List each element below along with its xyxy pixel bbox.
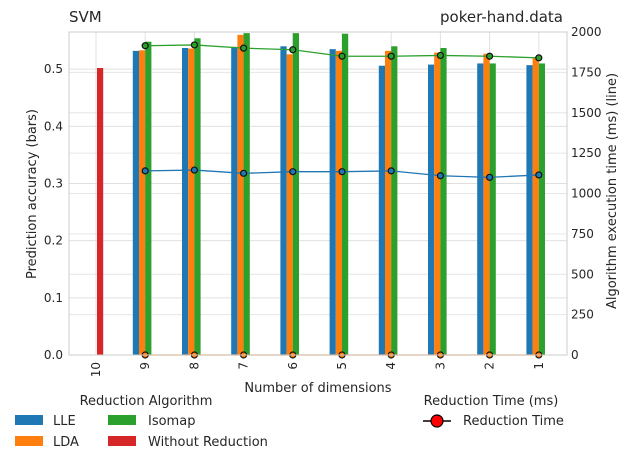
bar-lle xyxy=(280,46,287,356)
legend-label-reduction-time: Reduction Time xyxy=(463,414,564,429)
line-marker xyxy=(289,168,297,176)
bar-lle xyxy=(329,49,336,355)
bars-group xyxy=(97,33,545,356)
line-marker xyxy=(141,42,149,50)
x-tick-label: 1 xyxy=(532,362,546,370)
line-marker xyxy=(387,52,395,60)
legend-label-lle: LLE xyxy=(53,414,76,429)
x-tick-label: 9 xyxy=(138,362,152,370)
bar-lle xyxy=(132,50,139,356)
line-marker xyxy=(387,167,395,175)
bar-isomap xyxy=(538,63,545,356)
legend-label-lda: LDA xyxy=(53,435,79,450)
y-tick-label: 0.4 xyxy=(44,119,63,133)
axes-ticks: 0.0 0.1 0.2 0.3 0.4 0.5 0 250 500 750 1000 1250 1500… xyxy=(44,25,602,377)
x-tick-label: 3 xyxy=(433,362,447,370)
y2-tick-label: 250 xyxy=(571,308,594,322)
bar-lda xyxy=(188,48,195,355)
x-tick-label: 5 xyxy=(335,362,349,370)
bar-lda xyxy=(434,52,441,355)
bar-lle xyxy=(378,65,385,356)
bar-lda xyxy=(286,54,293,356)
line-marker xyxy=(190,41,198,49)
legend-right: Reduction Time (ms) Reduction Time xyxy=(423,394,564,429)
bar-lda xyxy=(385,50,392,356)
bar-isomap xyxy=(342,33,349,355)
bar-lle xyxy=(428,64,435,355)
x-axis-label: Number of dimensions xyxy=(244,381,391,396)
chart-title-right: poker-hand.data xyxy=(440,8,563,26)
bar-lda xyxy=(532,57,539,356)
bar-isomap xyxy=(194,38,201,356)
y-tick-label: 0.0 xyxy=(44,348,63,362)
legend-swatch-without-reduction xyxy=(108,436,136,446)
x-tick-label: 8 xyxy=(187,362,201,370)
line-marker xyxy=(141,167,149,175)
plot-frame xyxy=(68,31,568,356)
bar-isomap xyxy=(440,48,447,355)
y2-tick-label: 500 xyxy=(571,267,594,281)
y2-tick-label: 1500 xyxy=(571,106,602,120)
x-tick-label: 10 xyxy=(89,362,103,377)
y2-tick-label: 1750 xyxy=(571,65,602,79)
y-tick-label: 0.5 xyxy=(44,62,63,76)
y2-axis-label: Algorithm execution time (ms) (line) xyxy=(605,73,620,309)
legend-left-title: Reduction Algorithm xyxy=(80,394,213,409)
bar-lle xyxy=(477,63,484,356)
y2-tick-label: 1250 xyxy=(571,146,602,160)
x-tick-label: 7 xyxy=(237,362,251,370)
legend-swatch-lle xyxy=(15,415,43,425)
y-tick-label: 0.3 xyxy=(44,176,63,190)
y-axis-label: Prediction accuracy (bars) xyxy=(25,109,40,279)
bar-isomap xyxy=(391,46,398,356)
legend-label-isomap: Isomap xyxy=(148,414,195,429)
line-marker xyxy=(240,44,248,52)
line-marker xyxy=(535,54,543,62)
bar-isomap xyxy=(145,41,152,356)
line-marker xyxy=(289,46,297,54)
chart-title-left: SVM xyxy=(69,8,102,26)
legend-marker-sample xyxy=(430,414,444,428)
legend-right-title: Reduction Time (ms) xyxy=(424,394,559,409)
bar-lle xyxy=(231,46,238,356)
bar-lle xyxy=(182,48,189,355)
x-tick-label: 4 xyxy=(384,362,398,370)
y-tick-label: 0.2 xyxy=(44,234,63,248)
x-tick-label: 2 xyxy=(483,362,497,370)
legend-left: Reduction Algorithm LLE Isomap LDA Witho… xyxy=(15,394,268,450)
bar-lle xyxy=(526,65,533,355)
bar-isomap xyxy=(292,33,299,355)
line-marker xyxy=(535,171,543,179)
line-marker xyxy=(436,172,444,180)
bar-lda xyxy=(237,34,244,356)
line-marker xyxy=(338,52,346,60)
line-marker xyxy=(486,173,494,181)
bar-isomap xyxy=(489,63,496,356)
bar-isomap xyxy=(243,33,250,355)
y2-tick-label: 0 xyxy=(571,348,579,362)
bar-lda xyxy=(335,50,342,356)
y2-tick-label: 1000 xyxy=(571,187,602,201)
bar-lda xyxy=(483,53,490,356)
line-marker xyxy=(486,52,494,60)
y-tick-label: 0.1 xyxy=(44,291,63,305)
legend-swatch-isomap xyxy=(108,415,136,425)
bar-lda xyxy=(139,50,146,356)
line-marker xyxy=(240,169,248,177)
legend-swatch-lda xyxy=(15,436,43,446)
legend-label-without-reduction: Without Reduction xyxy=(148,435,268,450)
line-marker xyxy=(436,51,444,60)
x-tick-label: 6 xyxy=(286,362,300,370)
y2-tick-label: 2000 xyxy=(571,25,602,39)
y2-tick-label: 750 xyxy=(571,227,594,241)
line-marker xyxy=(190,166,198,174)
line-marker xyxy=(338,168,346,176)
bar-without-reduction xyxy=(97,68,104,355)
